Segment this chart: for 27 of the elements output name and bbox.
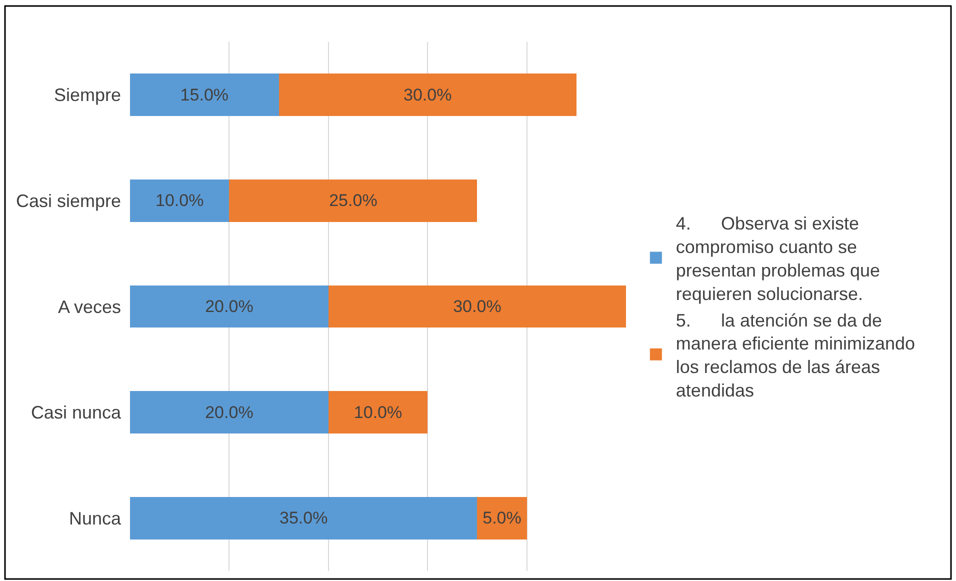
bar <box>130 74 279 116</box>
bar <box>130 496 478 540</box>
bar <box>229 180 478 222</box>
y-tick-label: A veces <box>58 296 121 317</box>
data-label: 15.0% <box>180 85 228 104</box>
bar <box>328 391 428 434</box>
y-tick-label: Siempre <box>54 85 121 106</box>
legend-label: 4. Observa si existe compromiso cuanto se presentan problemas que requieren solucionarse. <box>676 214 880 304</box>
y-tick-label: Casi siempre <box>16 191 121 211</box>
data-label: 20.0% <box>205 297 254 316</box>
data-label: 25.0% <box>329 191 378 210</box>
bar <box>130 391 328 434</box>
data-label: 10.0% <box>354 402 402 422</box>
data-label: 35.0% <box>280 508 328 528</box>
data-label: 30.0% <box>404 85 452 104</box>
legend-label: 5. la atención se da de manera eficiente minimizando los reclamos de las áreas atendidas <box>676 310 916 401</box>
bar <box>477 496 527 540</box>
data-label: 5.0% <box>482 508 522 528</box>
data-label: 30.0% <box>453 297 502 316</box>
bar <box>328 285 626 328</box>
bar <box>130 180 230 222</box>
bar <box>130 285 328 328</box>
y-tick-label: Nunca <box>68 508 122 528</box>
bar <box>278 74 576 116</box>
data-label: 20.0% <box>205 402 254 422</box>
data-label: 10.0% <box>156 191 204 210</box>
y-tick-label: Casi nunca <box>30 402 122 423</box>
